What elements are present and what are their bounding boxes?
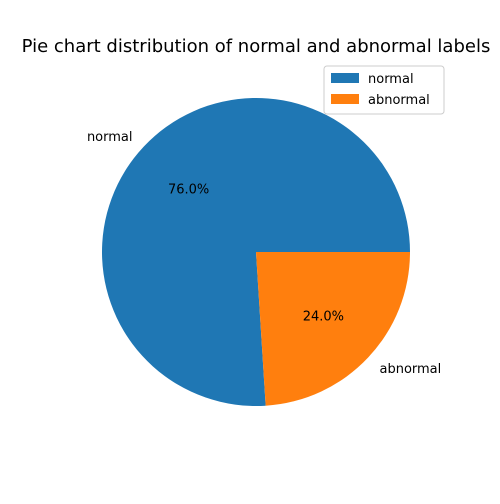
slice-label-abnormal: abnormal [379,362,441,377]
pie-slices [101,98,410,406]
legend: normal abnormal [323,65,445,115]
chart-title: Pie chart distribution of normal and abn… [22,36,491,57]
legend-swatch-normal [331,73,359,83]
pie-slice-abnormal [256,252,410,406]
pie-labels: normal 76.0% abnormal 24.0% [87,130,441,377]
slice-label-normal: normal [87,130,133,145]
pie-slice-normal [101,98,410,406]
legend-label-normal: normal [368,72,414,87]
legend-label-abnormal: abnormal [368,93,430,108]
slice-percent-abnormal: 24.0% [303,309,344,324]
slice-percent-normal: 76.0% [168,183,209,198]
legend-swatch-abnormal [331,94,359,104]
